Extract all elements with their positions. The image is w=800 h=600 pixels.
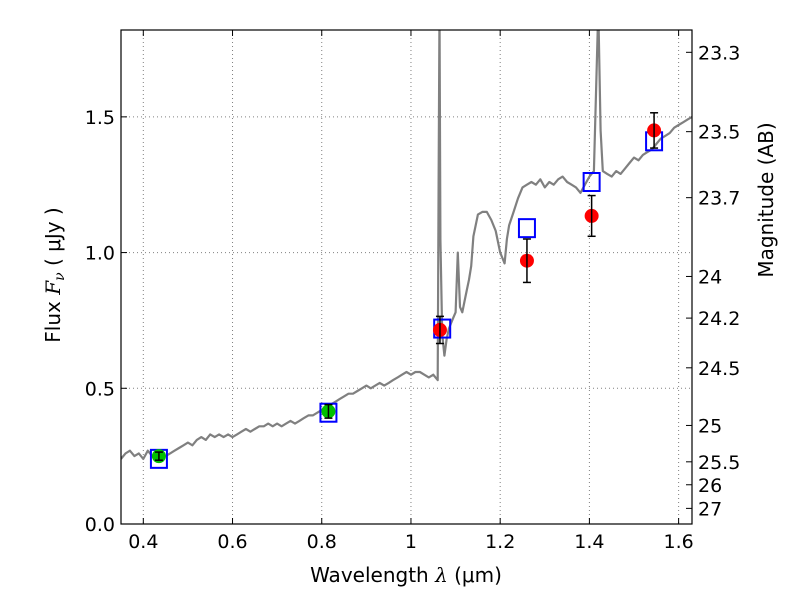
model-box-marker: [319, 402, 338, 423]
y-axis-label-prefix: Flux: [41, 295, 65, 343]
y2-tick-label: 26: [698, 475, 722, 497]
y-tick-label: 1.0: [85, 243, 115, 265]
x-tick-label: 0.8: [307, 531, 337, 553]
y2-tick-label: 24: [698, 266, 722, 288]
model-box-marker: [517, 218, 536, 239]
x-tick-label: 1.2: [485, 531, 515, 553]
plot-area: [121, 30, 692, 469]
y2-tick-label: 24.2: [698, 308, 740, 330]
y-axis-label: Flux Fν ( μJy ): [41, 207, 68, 342]
y2-tick-label: 23.3: [698, 42, 740, 64]
y-tick-label: 0.5: [85, 378, 115, 400]
axis-ticks: 0.4 0.6 0.8 1 1.2 1.4 1.6 0.0 0.5 1.0 1.5 23.3 23.5 2…: [85, 30, 740, 553]
y-tick-label: 1.5: [85, 107, 115, 129]
x-tick-label: 0.6: [217, 531, 247, 553]
y2-tick-label: 24.5: [698, 358, 740, 380]
y-axis-label-symbol: F: [41, 280, 65, 296]
spectrum-line: [121, 30, 692, 463]
y2-tick-label: 25.5: [698, 452, 740, 474]
grid-lines: [121, 30, 692, 525]
x-tick-label: 1.4: [574, 531, 604, 553]
x-axis-label-unit: (μm): [448, 563, 502, 587]
y2-tick-label: 27: [698, 498, 722, 520]
x-tick-label: 1: [405, 531, 417, 553]
x-axis-label-symbol: λ: [434, 563, 448, 587]
x-tick-label: 0.4: [128, 531, 158, 553]
x-axis-label-prefix: Wavelength: [310, 563, 435, 587]
plot-frame: [120, 29, 693, 525]
y2-tick-label: 23.7: [698, 188, 740, 210]
x-axis-label: Wavelength λ (μm): [310, 563, 502, 587]
y-axis-label-sub: ν: [52, 272, 68, 281]
y2-tick-label: 23.5: [698, 122, 740, 144]
y2-axis-label: Magnitude (AB): [754, 122, 778, 277]
y-axis-label-unit: ( μJy ): [41, 207, 65, 272]
x-tick-label: 1.6: [664, 531, 694, 553]
model-box-marker: [582, 172, 601, 192]
y-tick-label: 0.0: [85, 514, 115, 536]
y2-tick-label: 25: [698, 415, 722, 437]
